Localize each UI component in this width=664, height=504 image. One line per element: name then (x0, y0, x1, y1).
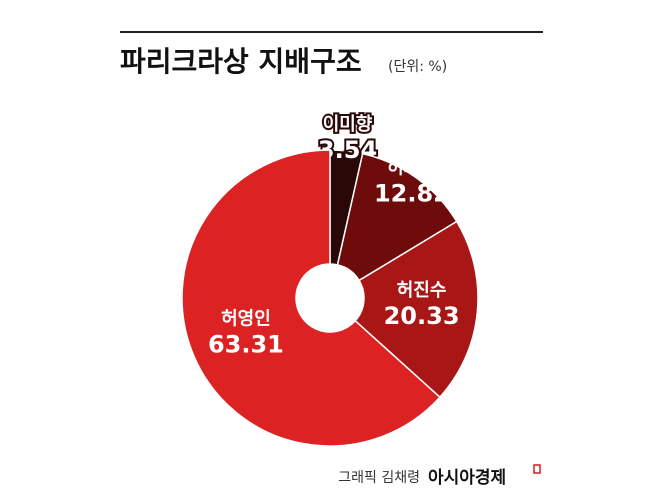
slice-value: 63.31 (208, 330, 284, 358)
slice-label: 허진수 (397, 280, 447, 301)
slice-label: 허영인 (221, 308, 271, 329)
chart-title: 파리크라상 지배구조 (120, 45, 362, 78)
credit: 그래픽 김채령 (338, 470, 420, 486)
publisher: 아시아경제 (428, 468, 506, 488)
publisher-logo (533, 464, 541, 474)
chart-subtitle: (단위: %) (388, 59, 447, 75)
slice-label: 이미향 (323, 114, 373, 135)
slice-value: 20.33 (384, 302, 460, 330)
slice (181, 149, 441, 447)
slice-label: 허희수 (387, 157, 437, 178)
slice (336, 152, 458, 282)
slice (354, 220, 479, 399)
slice-value: 12.82 (374, 179, 450, 207)
